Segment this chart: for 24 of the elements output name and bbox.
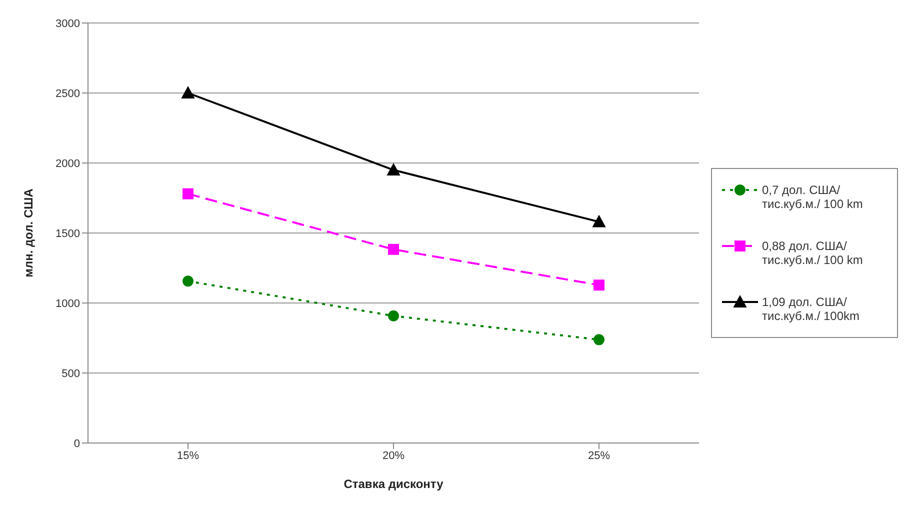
point: [592, 215, 606, 228]
x-tick-label: 25%: [588, 450, 610, 462]
point: [387, 164, 400, 176]
point: [594, 334, 604, 346]
y-tick-label: 2000: [56, 158, 80, 170]
point: [182, 86, 194, 98]
x-tick-label: 20%: [382, 450, 405, 462]
x-axis-title: Ставка дисконту: [344, 477, 444, 491]
legend-label: 1,09 дол. США/ тис.куб.м./ 100km: [762, 295, 861, 323]
point: [388, 244, 399, 255]
y-tick-label: 1000: [56, 298, 80, 310]
y-tick-label: 1500: [56, 228, 80, 240]
x-tick-label: 15%: [176, 450, 200, 462]
y-tick-label: 0: [74, 438, 80, 450]
legend-label: 0,7 дол. США/ тис.куб.м./ 100 km: [762, 183, 864, 211]
point: [182, 276, 194, 287]
y-axis-title: млн. дол. США: [21, 188, 36, 278]
point: [182, 188, 194, 200]
y-tick-label: 3000: [56, 18, 80, 30]
point: [388, 310, 399, 322]
legend-label: 0,88 дол. США/ тис.куб.м./ 100 km: [762, 239, 864, 267]
y-tick-label: 2500: [56, 88, 80, 100]
point: [594, 280, 604, 291]
y-tick-label: 500: [62, 368, 80, 380]
